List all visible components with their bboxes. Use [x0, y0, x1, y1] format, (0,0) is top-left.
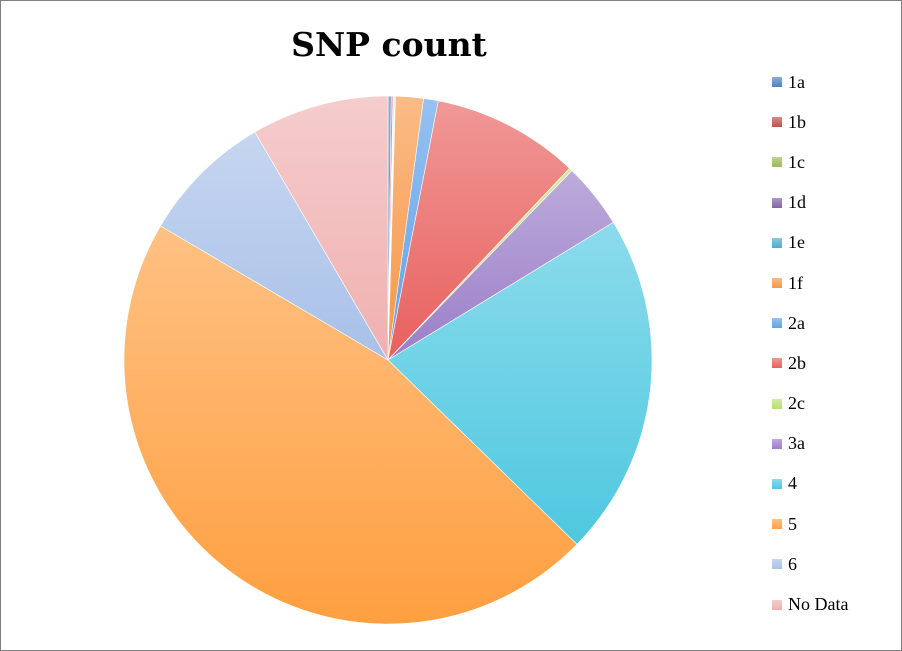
legend-swatch [772, 398, 782, 409]
legend-label: No Data [788, 594, 849, 615]
pie-slice-no-data [254, 95, 389, 362]
pie-slice-2b [387, 100, 570, 361]
legend-item-2c: 2c [772, 384, 892, 424]
legend-label: 4 [788, 473, 797, 494]
legend-swatch [772, 278, 782, 289]
legend-item-no-data: No Data [772, 584, 892, 624]
legend-item-2b: 2b [772, 343, 892, 383]
legend-label: 1c [788, 151, 805, 172]
legend-swatch [772, 559, 782, 570]
legend-label: 2b [788, 352, 806, 373]
legend-swatch [772, 77, 782, 88]
legend-label: 1e [788, 232, 805, 253]
legend-item-4: 4 [772, 464, 892, 504]
legend-swatch [772, 157, 782, 168]
legend-swatch [772, 197, 782, 208]
legend-label: 2a [788, 312, 805, 333]
legend-swatch [772, 117, 782, 128]
legend-label: 1f [788, 272, 803, 293]
legend-swatch [772, 318, 782, 329]
chart-title: SNP count [291, 25, 487, 64]
legend-label: 1a [788, 71, 805, 92]
legend-swatch [772, 358, 782, 369]
legend-label: 1d [788, 192, 806, 213]
legend-label: 3a [788, 433, 805, 454]
legend-label: 1b [788, 111, 806, 132]
legend-item-3a: 3a [772, 424, 892, 464]
legend-swatch [772, 519, 782, 530]
legend-item-1e: 1e [772, 223, 892, 263]
legend-item-1a: 1a [772, 62, 892, 102]
legend-swatch [772, 237, 782, 248]
legend-item-1f: 1f [772, 263, 892, 303]
pie-slice-4 [387, 221, 653, 545]
legend-item-5: 5 [772, 504, 892, 544]
legend-label: 6 [788, 553, 797, 574]
pie-slice-5 [123, 225, 578, 625]
legend-item-1d: 1d [772, 183, 892, 223]
legend-item-1b: 1b [772, 102, 892, 142]
pie-slice-6 [160, 131, 389, 361]
legend-label: 5 [788, 513, 797, 534]
chart-legend: 1a 1b 1c 1d 1e 1f 2a 2b 2c 3a 4 5 6 No Data [772, 62, 892, 625]
legend-item-6: 6 [772, 544, 892, 584]
legend-item-1c: 1c [772, 142, 892, 182]
legend-swatch [772, 478, 782, 489]
legend-swatch [772, 599, 782, 610]
legend-label: 2c [788, 393, 805, 414]
legend-swatch [772, 438, 782, 449]
legend-item-2a: 2a [772, 303, 892, 343]
